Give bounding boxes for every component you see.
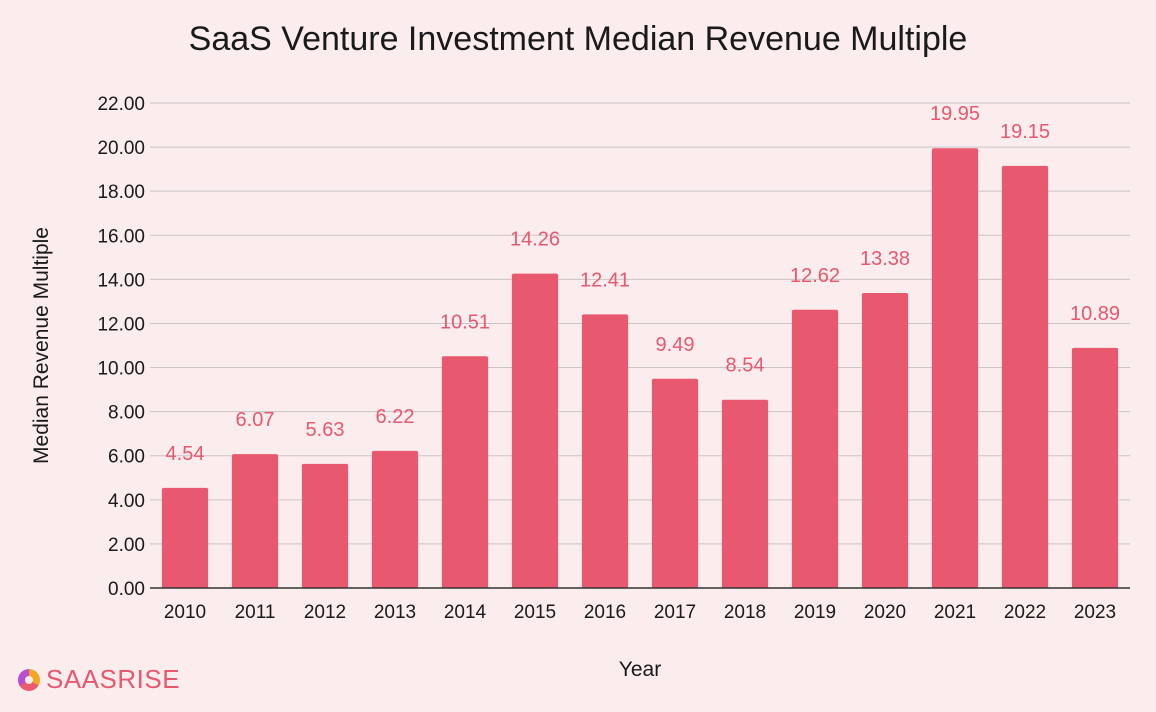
bar (1001, 165, 1049, 589)
brand-logo-text: SAASRISE (46, 664, 181, 694)
data-label: 10.51 (440, 311, 490, 333)
data-label: 19.95 (930, 103, 980, 125)
x-tick-label: 2010 (164, 602, 206, 623)
chart-title: SaaS Venture Investment Median Revenue M… (188, 20, 968, 58)
data-label: 12.41 (580, 269, 630, 291)
bar (511, 273, 559, 588)
data-label: 10.89 (1070, 303, 1120, 325)
y-tick-label: 18.00 (97, 182, 145, 203)
brand-logo: SAASRISE (18, 664, 180, 695)
x-tick-label: 2018 (724, 602, 766, 623)
x-tick-label: 2020 (864, 602, 906, 623)
x-tick-label: 2011 (235, 602, 276, 623)
data-label: 19.15 (1000, 121, 1050, 143)
bar (231, 454, 279, 588)
x-tick-label: 2023 (1074, 602, 1116, 623)
bar (861, 293, 909, 588)
bar (1071, 347, 1119, 588)
bar (161, 487, 209, 588)
saasrise-logo-icon (18, 668, 40, 691)
y-tick-label: 16.00 (97, 226, 145, 247)
x-tick-label: 2014 (444, 602, 487, 623)
data-label: 14.26 (510, 229, 560, 251)
x-axis-title: Year (619, 658, 661, 681)
bar (721, 399, 769, 588)
y-axis-title: Median Revenue Multiple (30, 227, 53, 464)
x-tick-label: 2021 (934, 602, 976, 623)
y-tick-label: 10.00 (97, 359, 145, 380)
data-label: 6.07 (236, 409, 275, 431)
x-tick-label: 2016 (584, 602, 626, 623)
y-tick-label: 8.00 (108, 403, 145, 424)
data-label: 9.49 (656, 334, 695, 356)
data-label: 6.22 (376, 406, 415, 428)
y-tick-label: 2.00 (108, 535, 145, 556)
bar (931, 148, 979, 588)
bar (371, 450, 419, 588)
x-tick-label: 2013 (374, 602, 416, 623)
x-tick-label: 2019 (794, 602, 836, 623)
y-tick-label: 14.00 (97, 270, 145, 291)
data-label: 13.38 (860, 248, 910, 270)
bar (441, 356, 489, 588)
x-tick-label: 2012 (304, 602, 346, 623)
y-tick-label: 6.00 (108, 447, 145, 468)
bar (651, 378, 699, 588)
y-tick-label: 12.00 (97, 314, 145, 335)
x-tick-label: 2022 (1004, 602, 1046, 623)
y-tick-label: 20.00 (97, 138, 145, 159)
data-label: 4.54 (166, 443, 205, 465)
x-tick-label: 2017 (654, 602, 696, 623)
data-label: 12.62 (790, 265, 840, 287)
bar (581, 314, 629, 588)
y-tick-label: 4.00 (108, 491, 145, 512)
bar (791, 309, 839, 588)
x-tick-label: 2015 (514, 602, 556, 623)
data-label: 8.54 (726, 355, 765, 377)
y-tick-label: 0.00 (108, 579, 145, 600)
bar (301, 463, 349, 588)
data-label: 5.63 (306, 419, 345, 441)
y-tick-label: 22.00 (97, 94, 145, 115)
